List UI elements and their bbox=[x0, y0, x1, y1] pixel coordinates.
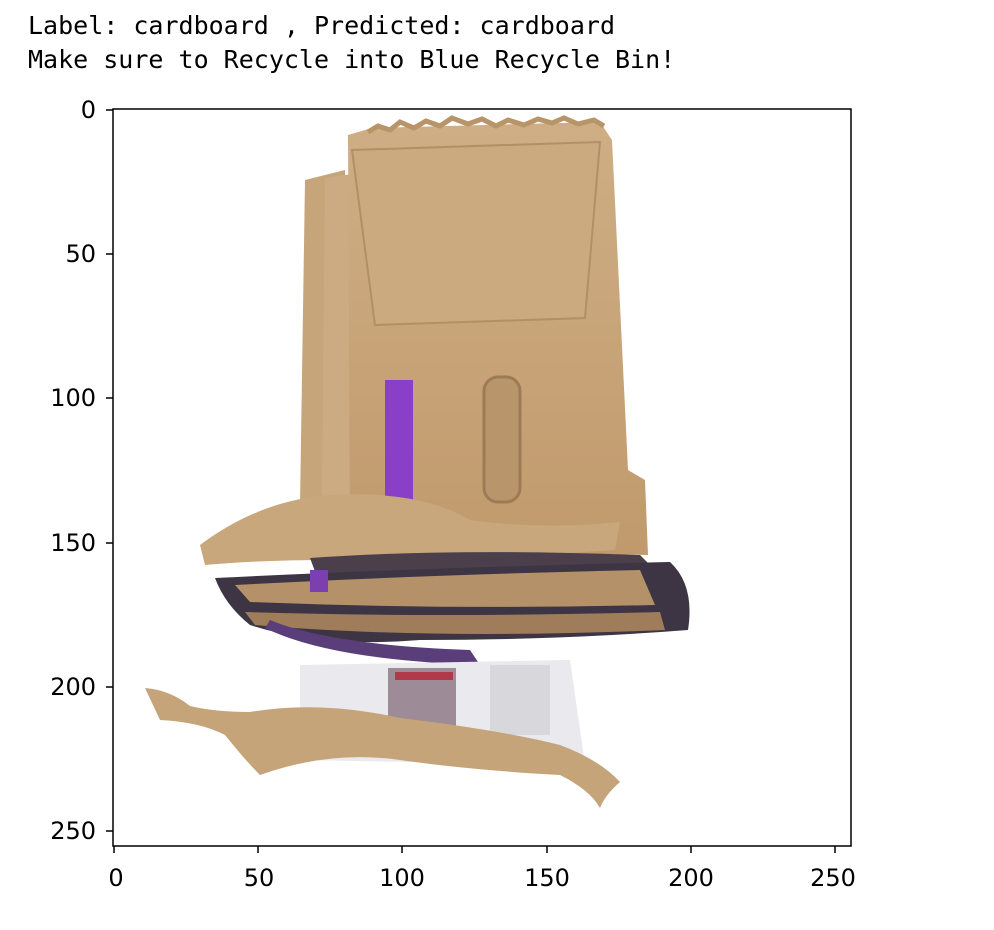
x-tick-label: 200 bbox=[668, 864, 714, 892]
y-tick-label: 50 bbox=[65, 240, 96, 268]
y-tick-label: 200 bbox=[50, 673, 96, 701]
cardboard-photo bbox=[113, 109, 851, 846]
figure-title-line-1: Label: cardboard , Predicted: cardboard bbox=[28, 11, 615, 40]
crumpled-sheet-top bbox=[200, 494, 620, 565]
x-tick-label: 50 bbox=[244, 864, 275, 892]
axes-frame bbox=[112, 108, 852, 847]
y-tick-label: 250 bbox=[50, 817, 96, 845]
y-tick-label: 0 bbox=[81, 96, 96, 124]
torn-cardboard-bottom bbox=[145, 688, 620, 808]
y-axis: 0 50 100 150 200 250 bbox=[50, 96, 113, 845]
x-tick-label: 150 bbox=[524, 864, 570, 892]
figure-title-line-2: Make sure to Recycle into Blue Recycle B… bbox=[28, 45, 676, 74]
x-tick-label: 0 bbox=[108, 864, 123, 892]
purple-strip bbox=[385, 380, 413, 502]
y-tick-label: 150 bbox=[50, 529, 96, 557]
hand-hole bbox=[482, 375, 522, 504]
x-tick-label: 100 bbox=[379, 864, 425, 892]
y-tick-label: 100 bbox=[50, 384, 96, 412]
x-axis: 0 50 100 150 200 250 bbox=[108, 846, 856, 892]
x-tick-label: 250 bbox=[810, 864, 856, 892]
